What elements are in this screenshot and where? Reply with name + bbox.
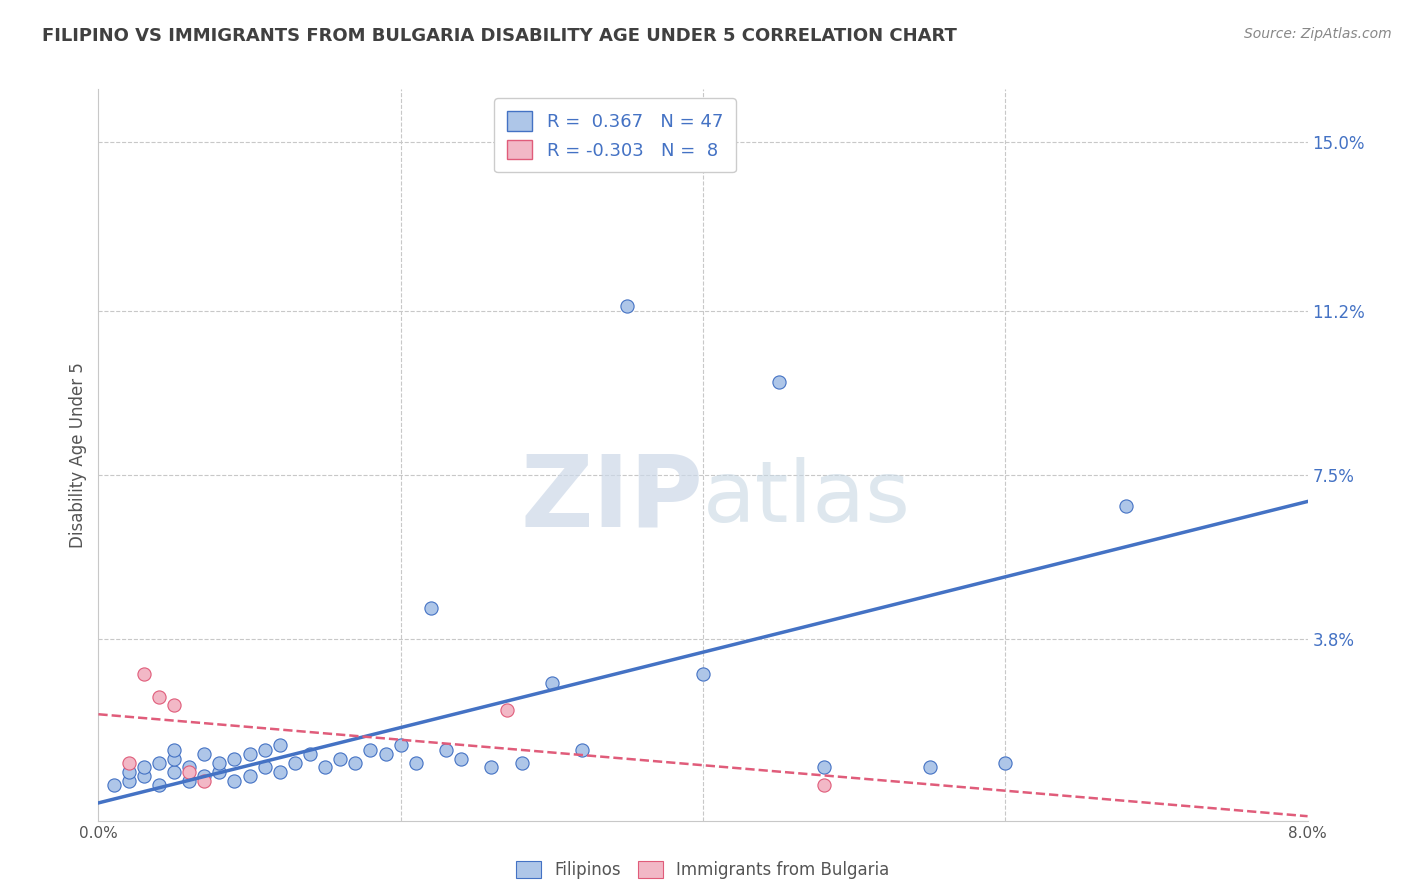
Point [253, 742, 276, 756]
Point [118, 756, 141, 770]
Point [163, 698, 186, 713]
Point [360, 742, 382, 756]
Point [132, 760, 155, 774]
Point [299, 747, 322, 761]
Point [239, 769, 262, 783]
Point [768, 375, 790, 389]
Point [118, 773, 141, 788]
Y-axis label: Disability Age Under 5: Disability Age Under 5 [69, 362, 87, 548]
Point [179, 760, 201, 774]
Text: Source: ZipAtlas.com: Source: ZipAtlas.com [1244, 27, 1392, 41]
Point [163, 751, 186, 765]
Point [284, 756, 307, 770]
Point [179, 764, 201, 779]
Point [434, 742, 457, 756]
Point [405, 756, 427, 770]
Point [329, 751, 352, 765]
Point [132, 769, 155, 783]
Point [208, 764, 231, 779]
Point [541, 676, 564, 690]
Point [1115, 499, 1137, 513]
Point [163, 742, 186, 756]
Text: FILIPINO VS IMMIGRANTS FROM BULGARIA DISABILITY AGE UNDER 5 CORRELATION CHART: FILIPINO VS IMMIGRANTS FROM BULGARIA DIS… [42, 27, 957, 45]
Text: atlas: atlas [703, 458, 911, 541]
Point [495, 703, 517, 717]
Text: ZIP: ZIP [520, 450, 703, 548]
Point [118, 764, 141, 779]
Point [132, 667, 155, 681]
Point [193, 769, 215, 783]
Point [269, 739, 291, 753]
Legend: Filipinos, Immigrants from Bulgaria: Filipinos, Immigrants from Bulgaria [510, 854, 896, 886]
Point [994, 756, 1017, 770]
Point [344, 756, 367, 770]
Point [224, 751, 246, 765]
Point [389, 739, 412, 753]
Point [179, 773, 201, 788]
Point [224, 773, 246, 788]
Point [616, 300, 638, 314]
Point [571, 742, 593, 756]
Point [148, 778, 170, 792]
Point [163, 764, 186, 779]
Point [269, 764, 291, 779]
Point [813, 760, 835, 774]
Point [481, 760, 503, 774]
Point [208, 756, 231, 770]
Point [420, 600, 443, 615]
Point [450, 751, 472, 765]
Point [510, 756, 533, 770]
Point [103, 778, 125, 792]
Point [193, 773, 215, 788]
Point [918, 760, 941, 774]
Point [813, 778, 835, 792]
Point [148, 756, 170, 770]
Point [692, 667, 714, 681]
Point [148, 690, 170, 704]
Point [374, 747, 396, 761]
Point [239, 747, 262, 761]
Point [193, 747, 215, 761]
Point [314, 760, 336, 774]
Point [253, 760, 276, 774]
